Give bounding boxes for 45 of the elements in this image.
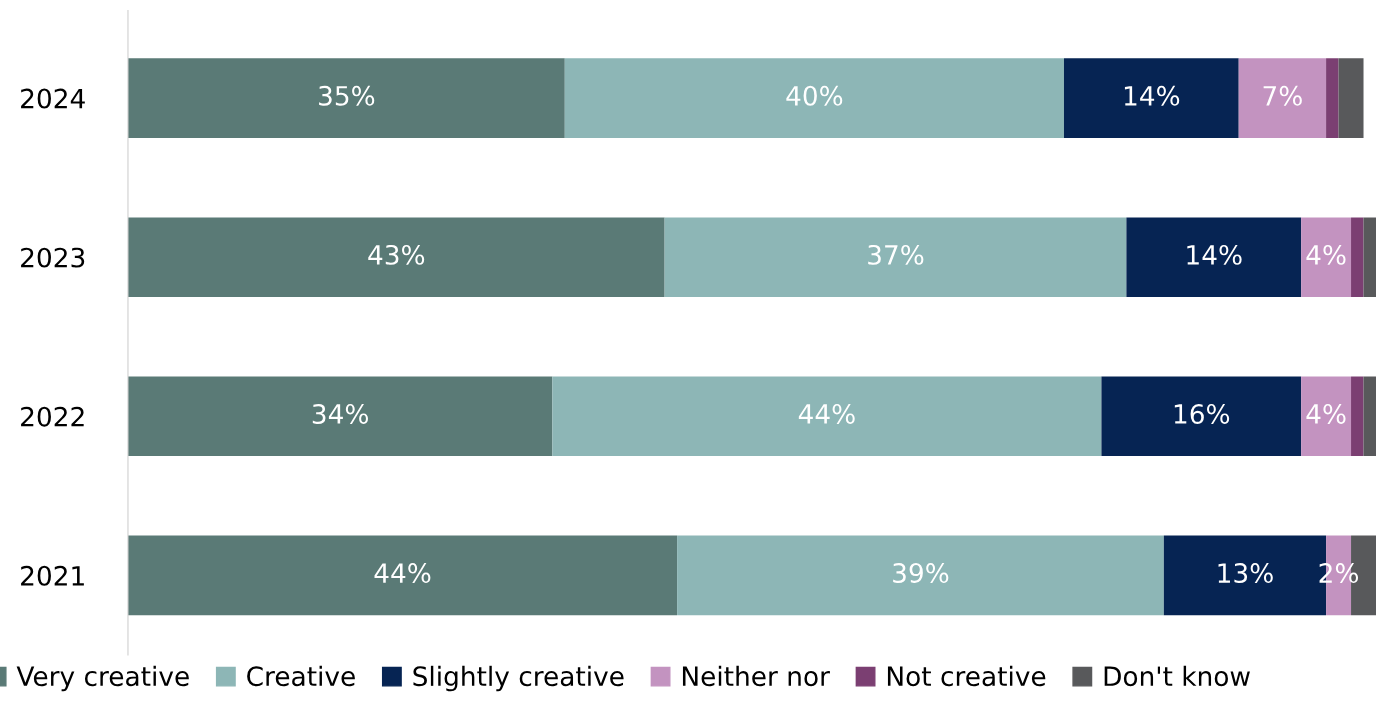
bar (1326, 58, 1339, 138)
data-label: 44% (374, 563, 431, 584)
bar (1338, 58, 1364, 138)
bar (1351, 376, 1364, 457)
legend-label: Very creative (16, 665, 189, 692)
y-tick-label: 2021 (21, 565, 84, 586)
legend-label: Neither nor (682, 665, 830, 687)
bar (1101, 376, 1302, 457)
data-label: 39% (893, 563, 949, 584)
data-label: 35% (319, 85, 375, 106)
y-tick-label: 2022 (21, 406, 84, 427)
y-tick-label: 2023 (21, 247, 85, 268)
bar (127, 535, 678, 616)
bar (1363, 376, 1376, 457)
data-label: 7% (1263, 85, 1302, 106)
data-label: 4% (1306, 403, 1346, 424)
bar (1126, 217, 1302, 297)
bar (1238, 58, 1327, 138)
bar (664, 217, 1127, 297)
data-label: 13% (1218, 563, 1273, 584)
bar (1063, 58, 1239, 138)
data-label: 16% (1174, 403, 1230, 424)
data-label: 37% (868, 244, 924, 265)
bar (677, 535, 1164, 616)
legend-label: Not creative (887, 665, 1046, 687)
bar (127, 217, 665, 297)
bar (1301, 217, 1352, 297)
data-label: 4% (1306, 244, 1346, 265)
data-label: 43% (368, 244, 425, 265)
bar (1301, 376, 1352, 457)
y-tick-label: 2024 (21, 88, 85, 109)
legend-label: Creative (247, 665, 355, 687)
data-label: 44% (798, 403, 855, 424)
bar (127, 376, 553, 457)
data-label: 34% (312, 403, 368, 424)
bar (552, 376, 1102, 457)
legend-label: Slightly creative (413, 665, 624, 692)
legend-label: Don't know (1104, 665, 1250, 687)
bar (564, 58, 1064, 138)
data-label: 40% (786, 85, 843, 106)
bar (1351, 217, 1364, 297)
data-label: 14% (1124, 85, 1180, 106)
bar (127, 58, 565, 138)
bar (1363, 217, 1376, 297)
data-label: 14% (1187, 244, 1242, 265)
